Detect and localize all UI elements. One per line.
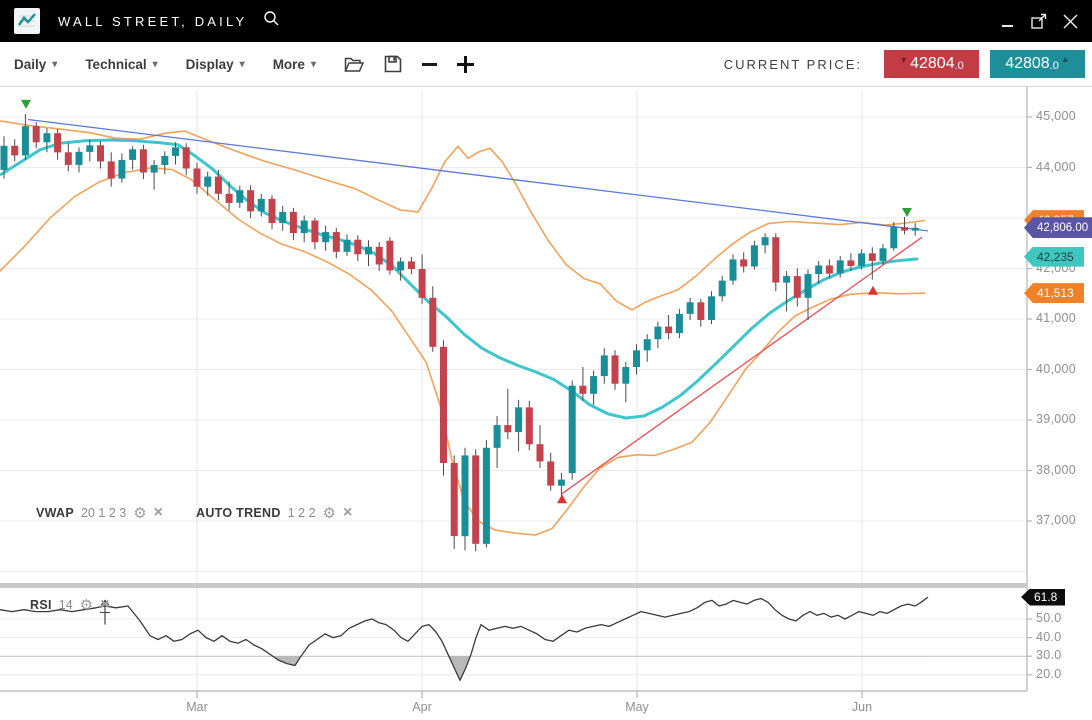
title-bar: WALL STREET, DAILY bbox=[0, 0, 1092, 42]
chevron-down-icon: ▾ bbox=[310, 58, 316, 70]
display-dropdown[interactable]: Display ▾ bbox=[186, 57, 245, 72]
x-axis-label: Apr bbox=[412, 700, 432, 714]
current-price-label: CURRENT PRICE: bbox=[723, 56, 862, 72]
rsi-params: 14 bbox=[58, 598, 73, 612]
x-axis-label: Jun bbox=[851, 700, 873, 714]
technical-dropdown-label: Technical bbox=[85, 56, 147, 72]
rsi-name: RSI bbox=[30, 598, 52, 612]
rsi-axis-label: 20.0 bbox=[1036, 666, 1062, 681]
vwap-params: 20 1 2 3 bbox=[81, 506, 127, 520]
gear-icon[interactable]: ⚙ bbox=[133, 504, 147, 522]
sell-price-value: 42804 bbox=[910, 55, 955, 72]
y-axis-label: 39,000 bbox=[1036, 412, 1077, 426]
rsi-axis-label: 30.0 bbox=[1036, 648, 1062, 663]
rsi-axis-label: 40.0 bbox=[1036, 629, 1062, 644]
timeframe-dropdown-label: Daily bbox=[14, 56, 47, 72]
x-axis-label: May bbox=[625, 700, 649, 714]
y-axis-label: 44,000 bbox=[1036, 159, 1077, 174]
y-axis-label: 40,000 bbox=[1036, 361, 1077, 376]
price-tag: 42,806.00 bbox=[1024, 217, 1092, 239]
technical-dropdown[interactable]: Technical ▾ bbox=[85, 57, 157, 72]
y-axis-label: 38,000 bbox=[1036, 462, 1077, 477]
pane-divider[interactable] bbox=[0, 583, 1027, 588]
vwap-indicator-label: VWAP 20 1 2 3 ⚙ × bbox=[36, 505, 163, 521]
auto-trend-params: 1 2 2 bbox=[287, 506, 316, 520]
zoom-out-button[interactable] bbox=[421, 62, 437, 66]
remove-indicator-icon[interactable]: × bbox=[100, 596, 110, 613]
x-axis-label: Mar bbox=[186, 700, 208, 714]
timeframe-dropdown[interactable]: Daily ▾ bbox=[14, 57, 57, 72]
price-chart-canvas[interactable] bbox=[0, 87, 1092, 720]
main-indicator-labels: VWAP 20 1 2 3 ⚙ × AUTO TREND 1 2 2 ⚙ × bbox=[36, 505, 378, 521]
window-title: WALL STREET, DAILY bbox=[58, 13, 248, 29]
price-tag: 42,235 bbox=[1024, 246, 1084, 267]
save-icon[interactable] bbox=[384, 55, 402, 73]
y-axis-label: 45,000 bbox=[1036, 109, 1077, 123]
rsi-value-tag: 61.8 bbox=[1021, 588, 1065, 606]
open-folder-icon[interactable] bbox=[344, 56, 364, 73]
gear-icon[interactable]: ⚙ bbox=[79, 596, 94, 614]
remove-indicator-icon[interactable]: × bbox=[342, 504, 353, 521]
remove-indicator-icon[interactable]: × bbox=[153, 504, 163, 521]
sell-price-badge[interactable]: ▼ 42804 .0 bbox=[884, 50, 979, 78]
price-up-arrow-icon: ▲ bbox=[1060, 54, 1070, 64]
chevron-down-icon: ▾ bbox=[239, 58, 245, 70]
buy-price-badge[interactable]: 42808 .0 ▲ bbox=[990, 50, 1085, 78]
chart-area: 45,00044,00043,00042,00041,00040,00039,0… bbox=[0, 87, 1092, 720]
auto-trend-name: AUTO TREND bbox=[196, 506, 281, 520]
chart-app-icon bbox=[14, 8, 40, 34]
price-tag: 41,513 bbox=[1024, 283, 1084, 304]
chart-toolbar: Daily ▾ Technical ▾ Display ▾ More ▾ CUR… bbox=[0, 42, 1092, 87]
gear-icon[interactable]: ⚙ bbox=[322, 504, 336, 522]
price-down-arrow-icon: ▼ bbox=[899, 55, 909, 65]
chevron-down-icon: ▾ bbox=[52, 58, 58, 70]
rsi-axis-label: 50.0 bbox=[1036, 611, 1062, 625]
y-axis-label: 41,000 bbox=[1036, 311, 1077, 325]
more-dropdown[interactable]: More ▾ bbox=[273, 57, 316, 72]
vwap-name: VWAP bbox=[36, 506, 75, 520]
buy-price-value: 42808 bbox=[1005, 55, 1050, 72]
y-axis-label: 37,000 bbox=[1036, 513, 1077, 527]
search-icon[interactable] bbox=[263, 10, 280, 32]
minimize-icon[interactable] bbox=[1002, 15, 1015, 28]
zoom-in-button[interactable] bbox=[456, 55, 474, 73]
display-dropdown-label: Display bbox=[185, 56, 234, 72]
more-dropdown-label: More bbox=[272, 56, 305, 72]
popout-icon[interactable] bbox=[1031, 13, 1047, 29]
auto-trend-indicator-label: AUTO TREND 1 2 2 ⚙ × bbox=[196, 505, 352, 521]
close-icon[interactable] bbox=[1063, 13, 1078, 29]
rsi-indicator-label: RSI 14 ⚙ × bbox=[30, 597, 109, 613]
chevron-down-icon: ▾ bbox=[152, 58, 158, 70]
